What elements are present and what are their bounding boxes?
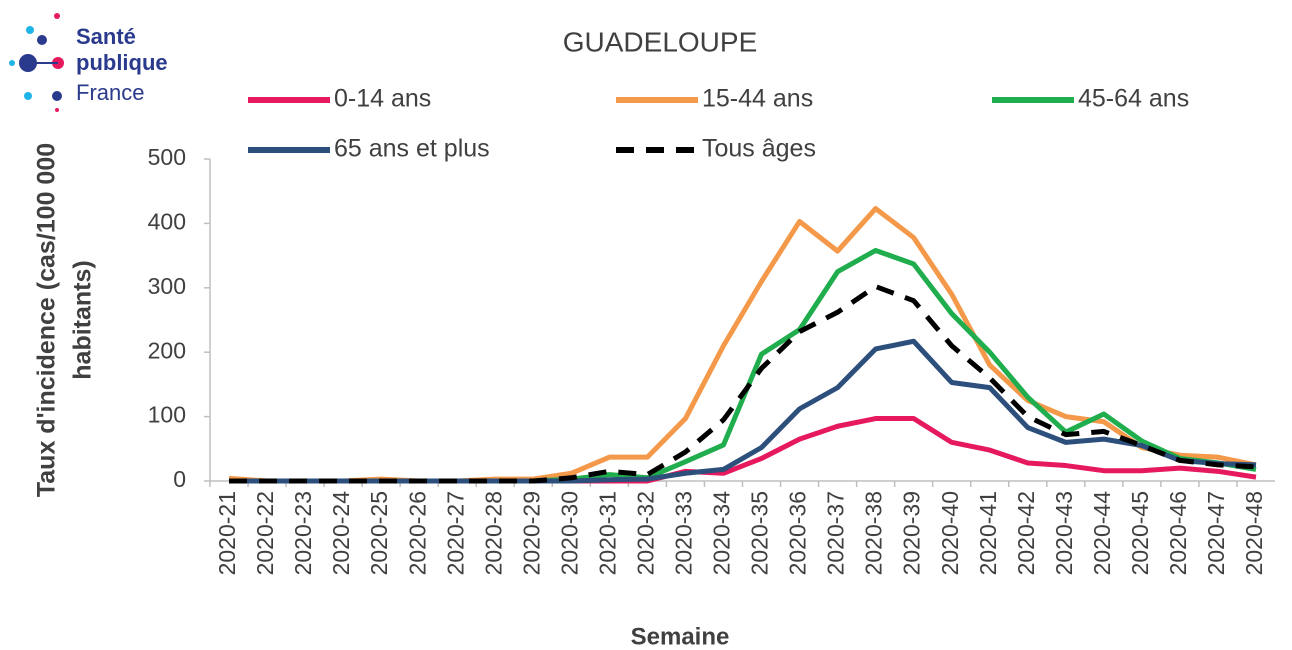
logo: Santé publique France [9,13,168,112]
series-line [229,247,1257,484]
x-tick-label: 2020-29 [518,491,544,575]
y-axis-title: Taux d'incidence (cas/100 000 [33,143,61,497]
y-tick-label: 300 [148,273,186,299]
x-tick-label: 2020-45 [1127,491,1153,575]
x-tick-label: 2020-34 [709,491,735,576]
legend-label: Tous âges [702,135,816,163]
x-tick-label: 2020-41 [975,491,1001,575]
x-axis-title: Semaine [631,623,730,650]
series-line [229,284,1257,484]
y-tick-label: 100 [148,402,186,428]
x-tick-label: 2020-27 [442,491,468,575]
x-tick-label: 2020-42 [1013,491,1039,575]
series-line [229,416,1257,484]
x-tick-label: 2020-35 [747,491,773,575]
x-tick-label: 2020-46 [1165,491,1191,575]
x-tick-label: 2020-39 [899,491,925,575]
x-tick-label: 2020-25 [366,491,392,575]
x-tick-label: 2020-22 [252,491,278,575]
x-tick-label: 2020-21 [214,491,240,575]
y-tick-label: 200 [148,337,186,363]
x-tick-label: 2020-33 [671,491,697,575]
x-tick-label: 2020-43 [1051,491,1077,575]
y-tick-label: 400 [148,208,186,234]
logo-text: publique [76,50,168,75]
x-tick-label: 2020-47 [1203,491,1229,575]
y-tick-label: 0 [173,466,186,492]
legend-label: 15-44 ans [702,85,813,113]
x-tick-label: 2020-28 [480,491,506,575]
x-tick-label: 2020-31 [594,491,620,575]
x-tick-label: 2020-44 [1089,491,1115,576]
chart-title: GUADELOUPE [563,26,758,57]
x-tick-label: 2020-40 [937,491,963,575]
x-tick-label: 2020-24 [328,491,354,576]
legend-label: 45-64 ans [1078,85,1189,113]
y-tick-label: 500 [148,144,186,170]
x-tick-label: 2020-37 [823,491,849,575]
logo-text: France [76,80,144,105]
series-line [229,338,1257,484]
x-tick-label: 2020-30 [556,491,582,575]
logo-text: Santé [76,24,136,49]
x-tick-label: 2020-32 [632,491,658,575]
x-tick-label: 2020-23 [290,491,316,575]
legend-label: 65 ans et plus [334,135,490,163]
x-tick-label: 2020-48 [1241,491,1267,575]
y-axis-title: habitants) [69,260,97,379]
x-tick-label: 2020-26 [404,491,430,575]
legend-label: 0-14 ans [334,85,431,113]
x-tick-label: 2020-36 [785,491,811,575]
x-tick-label: 2020-38 [861,491,887,575]
